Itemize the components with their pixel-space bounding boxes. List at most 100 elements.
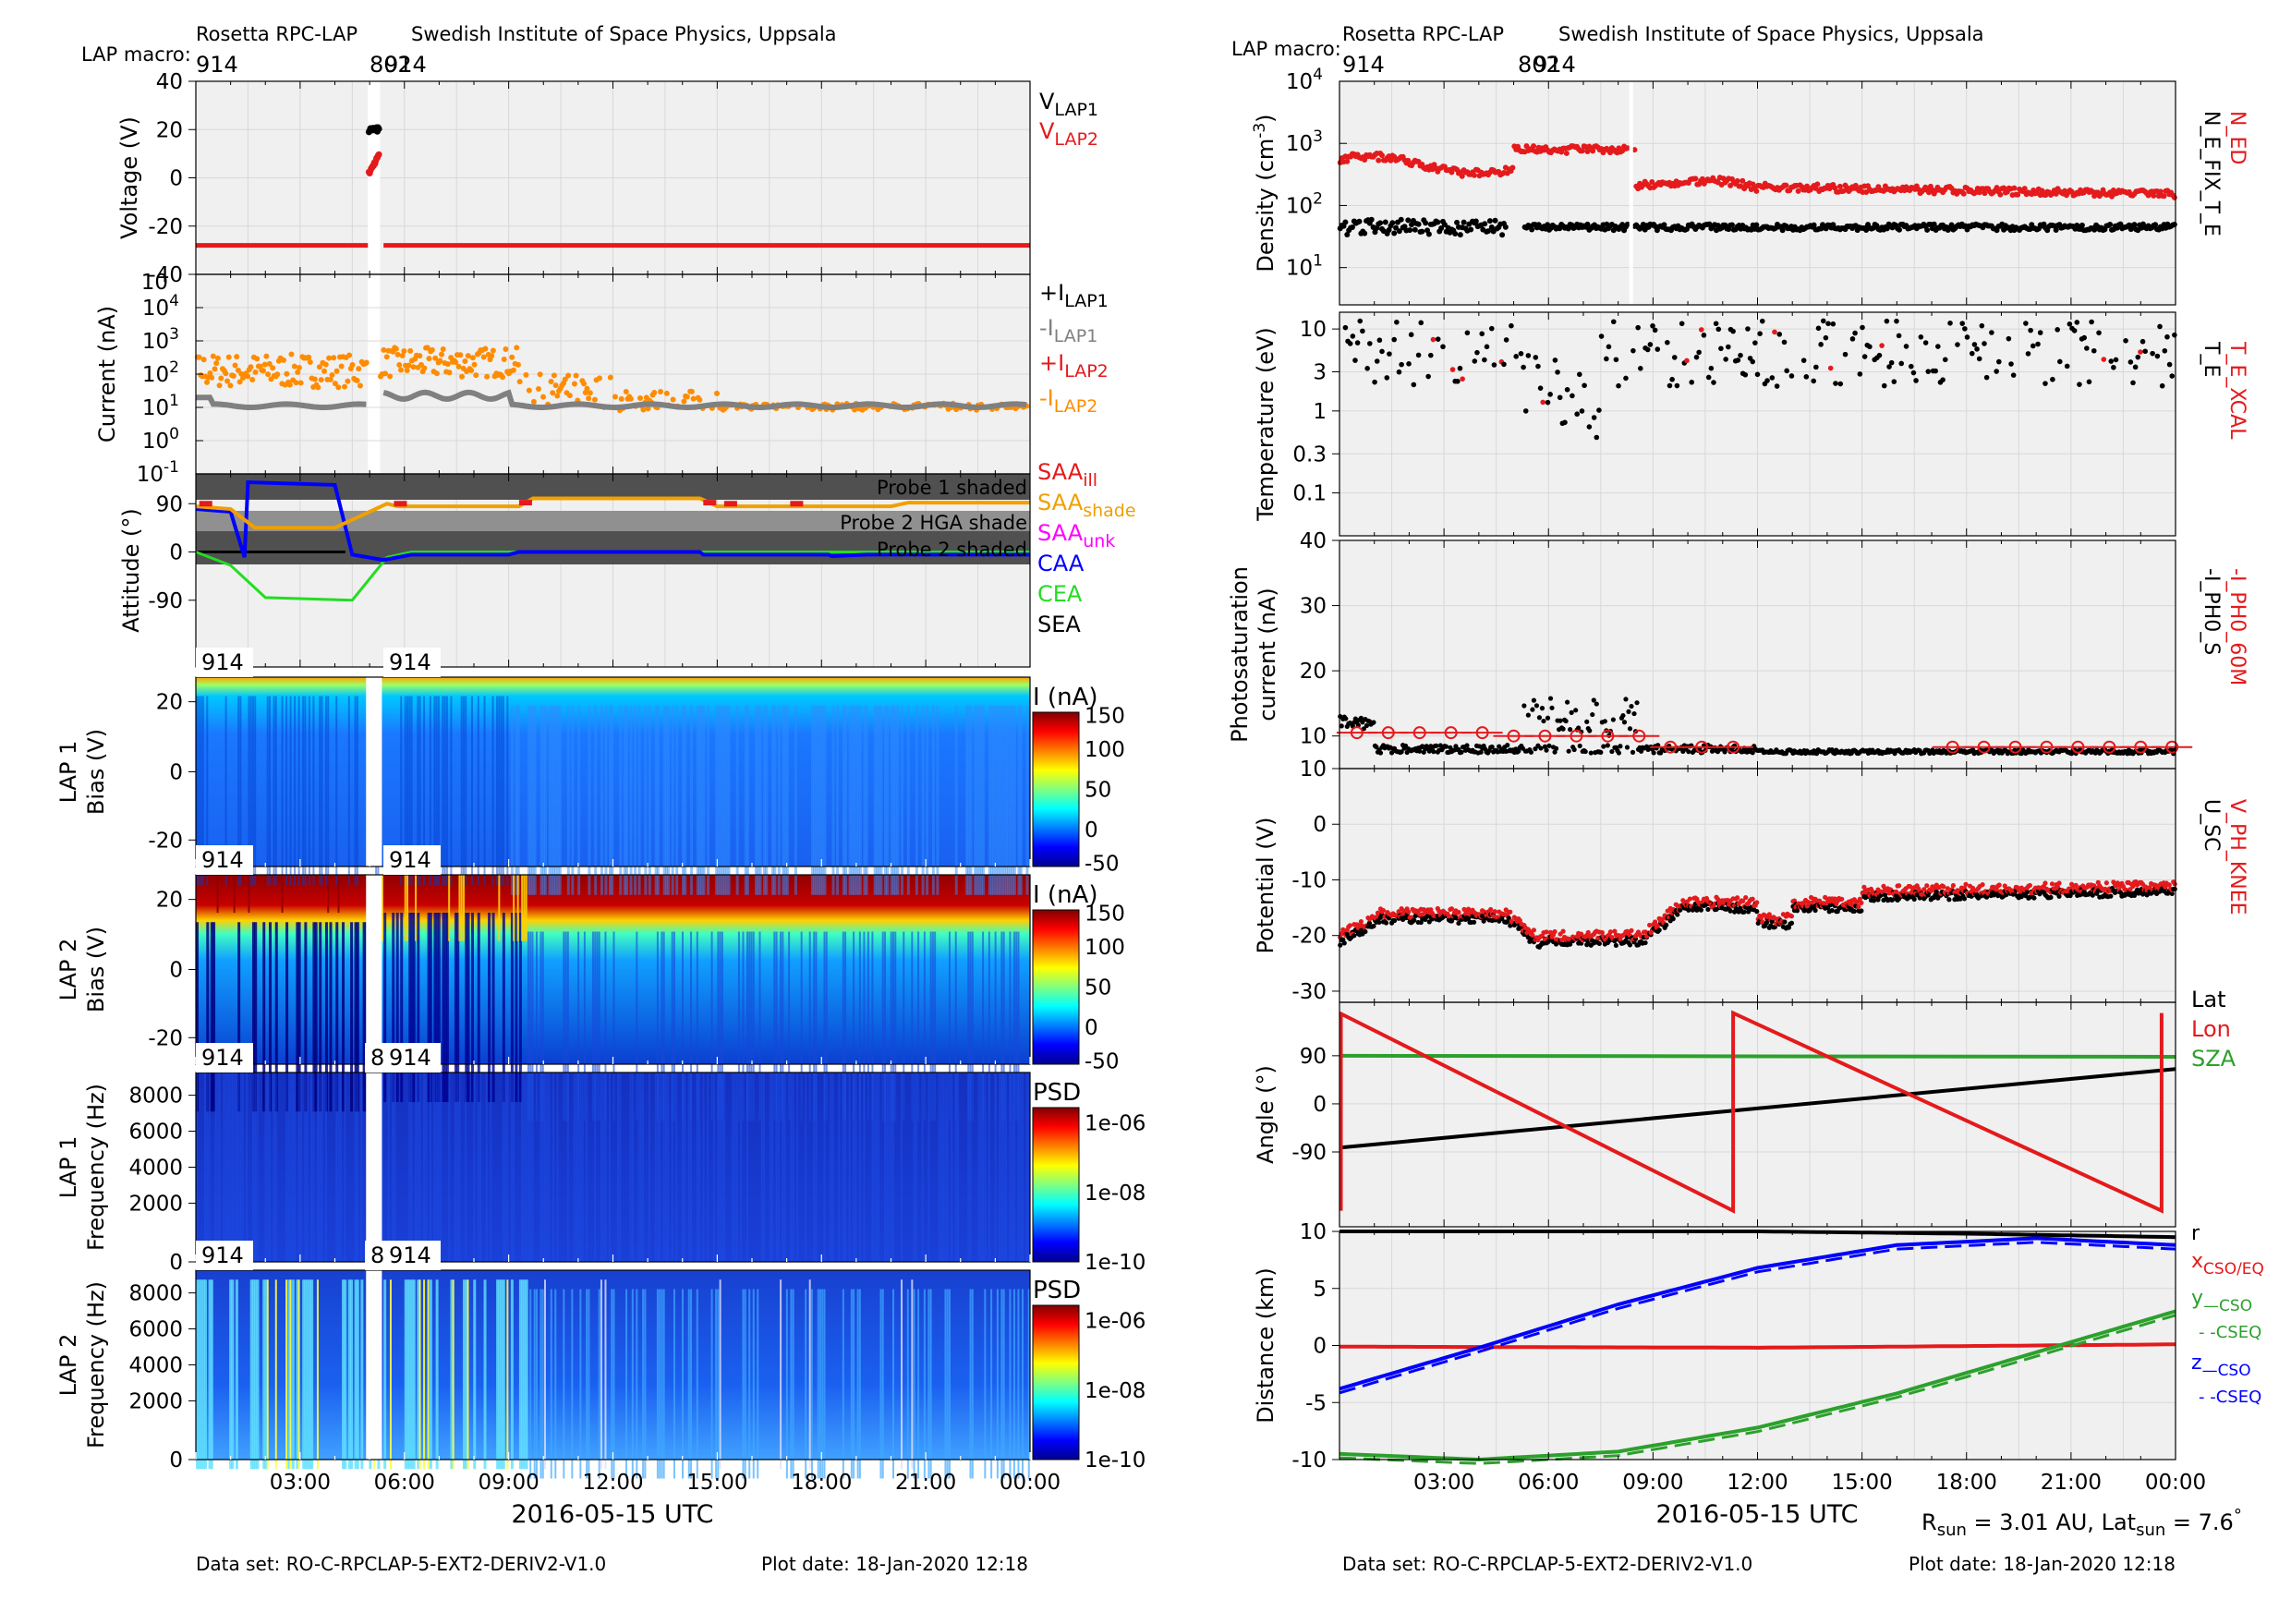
lap2_psd-streak [663,1290,665,1479]
lap2_psd-streak [661,1290,662,1479]
current-lap2-point [263,354,269,359]
t-e-point [1357,319,1363,324]
v-lap2-point [376,151,382,158]
lap1_psd-streak [388,1073,390,1262]
lap1_psd-streak [813,1073,815,1262]
current-lap2-point [426,356,431,361]
n-e-fix-point [1389,220,1395,225]
lap1_bias-streak [503,697,504,886]
lap1_psd-streak [415,1073,417,1262]
current-lap2-point [468,368,474,373]
t-e-point [2084,345,2090,351]
lap1_psd-streak [723,1073,725,1262]
lap1_psd-streak [478,1073,479,1262]
t-e-point [1343,325,1349,331]
t-e-point [1623,376,1629,382]
lap2_bias-streak [759,932,761,1121]
n-e-fix-point [1487,218,1493,224]
current-lap2-point [319,377,324,382]
lap2_psd-streak [290,1279,292,1469]
n-ed-point [1753,188,1759,194]
lap1_psd-streak [657,1073,659,1262]
lap2_psd-streak [990,1290,992,1479]
t-e-point [1409,332,1414,337]
lap2_psd-streak [930,1290,932,1479]
lap2_psd-streak [818,1290,819,1479]
t-e-point [1736,358,1741,363]
t-e-point [1526,353,1532,358]
t-e-point [1764,378,1770,383]
current-lap2-point [531,399,537,405]
t-e-point [1406,361,1412,367]
iph0-s-point [1546,716,1550,721]
lap2_psd-streak [917,1290,919,1479]
t-e-point [1606,345,1612,350]
t-e-point [2006,336,2012,342]
current-lap2-point [346,353,352,358]
iph0-s-point [1505,743,1509,747]
lap2_psd-streak [600,1279,602,1469]
n-e-fix-point [1897,227,1902,233]
current-lap2-point [387,373,393,379]
lap1_psd-streak [1012,1073,1013,1262]
current-lap2-point [658,389,663,394]
current-lap2-point [697,397,702,403]
t-e-point [1789,373,1795,379]
v-ph-knee-point [1941,884,1946,889]
n-e-fix-point [1461,220,1467,225]
lap2_psd-streak [924,1290,926,1479]
t-e-point [1811,379,1816,384]
data-gap [1630,81,1633,305]
lap1_psd-streak [940,1073,942,1262]
current-lap2-point [439,352,444,358]
v-ph-knee-point [2074,883,2079,888]
lap1_psd-streak [285,1073,287,1262]
lap2_bias-streak [592,932,594,1121]
lap2_psd-streak [717,1290,719,1479]
lap2_psd-streak [748,1290,750,1479]
lap1_psd-streak [523,1073,525,1262]
lap2_psd-streak [613,1290,615,1479]
t-e-point [1540,400,1546,406]
lap1_psd-streak [312,1073,314,1262]
lap2_bias-streak [523,875,525,941]
iph0-s-point [1521,703,1526,708]
saa-ill-mark [200,501,212,506]
t-e-point [1473,358,1478,364]
lap2_psd-streak [236,1279,238,1469]
lap2_bias-streak [932,932,934,1121]
u-sc-point [1657,927,1662,932]
lap1_psd-streak [970,1073,972,1262]
current-lap2-point [298,380,304,385]
t-e-point [1614,357,1619,362]
saa-ill-mark [724,501,737,506]
iph0-s-point [1686,749,1691,754]
lap1_psd-streak [721,1073,723,1262]
t-e-point [1996,359,2002,365]
lap2_psd-streak [503,1279,505,1469]
u-sc-point [1642,940,1647,945]
n-e-fix-point [2132,222,2138,227]
t-e-point [1455,379,1461,384]
lap1_bias-streak [304,697,306,886]
t-e-point [1592,415,1597,420]
current-lap2-point [511,368,516,373]
u-sc-point [1671,916,1676,921]
lap1_psd-streak [521,1073,523,1262]
lap1_psd-streak [254,1073,256,1262]
t-e-point [2155,354,2161,359]
current-lap2-point [339,363,345,369]
t-e-point [1894,319,1899,324]
lap1_psd-streak [579,1073,581,1262]
lap1_psd-streak [246,1073,248,1262]
lap1_psd-streak [655,1073,657,1262]
current-lap2-point [326,356,332,361]
t-e-point [1738,353,1743,358]
current-lap2-point [227,382,233,388]
lap1_psd-streak [526,1073,527,1262]
v-ph-knee-point [2050,881,2055,886]
lap1_bias-streak [348,697,350,886]
current-lap2-point [331,355,336,360]
u-sc-point [1830,908,1835,913]
